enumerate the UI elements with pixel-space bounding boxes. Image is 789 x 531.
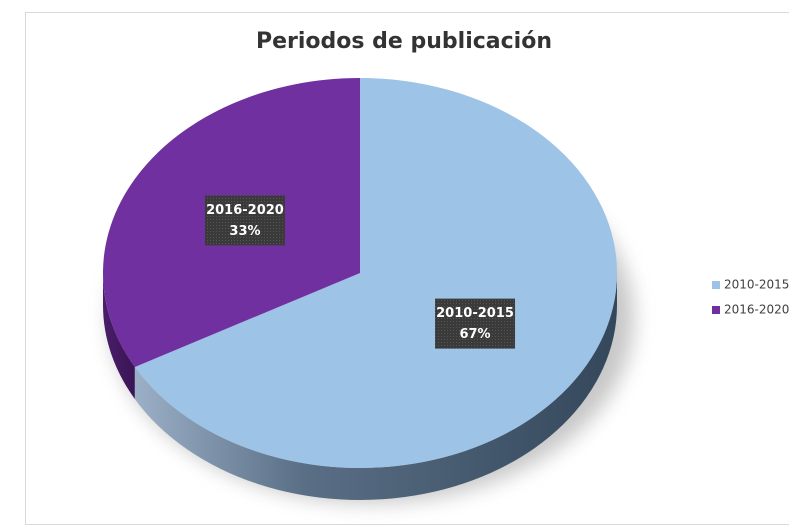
data-label-box bbox=[435, 298, 516, 349]
data-label-category: 2016-2020 bbox=[206, 203, 284, 218]
data-label-box bbox=[204, 195, 285, 246]
legend: 2010-2015 2016-2020 bbox=[712, 278, 789, 317]
data-labels: 2010-2015 67% 2016-2020 33% bbox=[204, 195, 516, 349]
pie bbox=[103, 78, 617, 500]
data-label-value: 33% bbox=[229, 224, 260, 239]
data-label-category: 2010-2015 bbox=[436, 306, 514, 321]
chart-title: Periodos de publicación bbox=[256, 29, 552, 54]
slice-side bbox=[103, 273, 135, 399]
legend-swatch bbox=[712, 306, 720, 314]
legend-swatch bbox=[712, 281, 720, 289]
slice bbox=[134, 78, 617, 469]
slice-side bbox=[134, 273, 617, 500]
data-label-value: 67% bbox=[459, 327, 490, 342]
legend-label: 2010-2015 bbox=[724, 278, 789, 292]
legend-label: 2016-2020 bbox=[724, 303, 789, 317]
